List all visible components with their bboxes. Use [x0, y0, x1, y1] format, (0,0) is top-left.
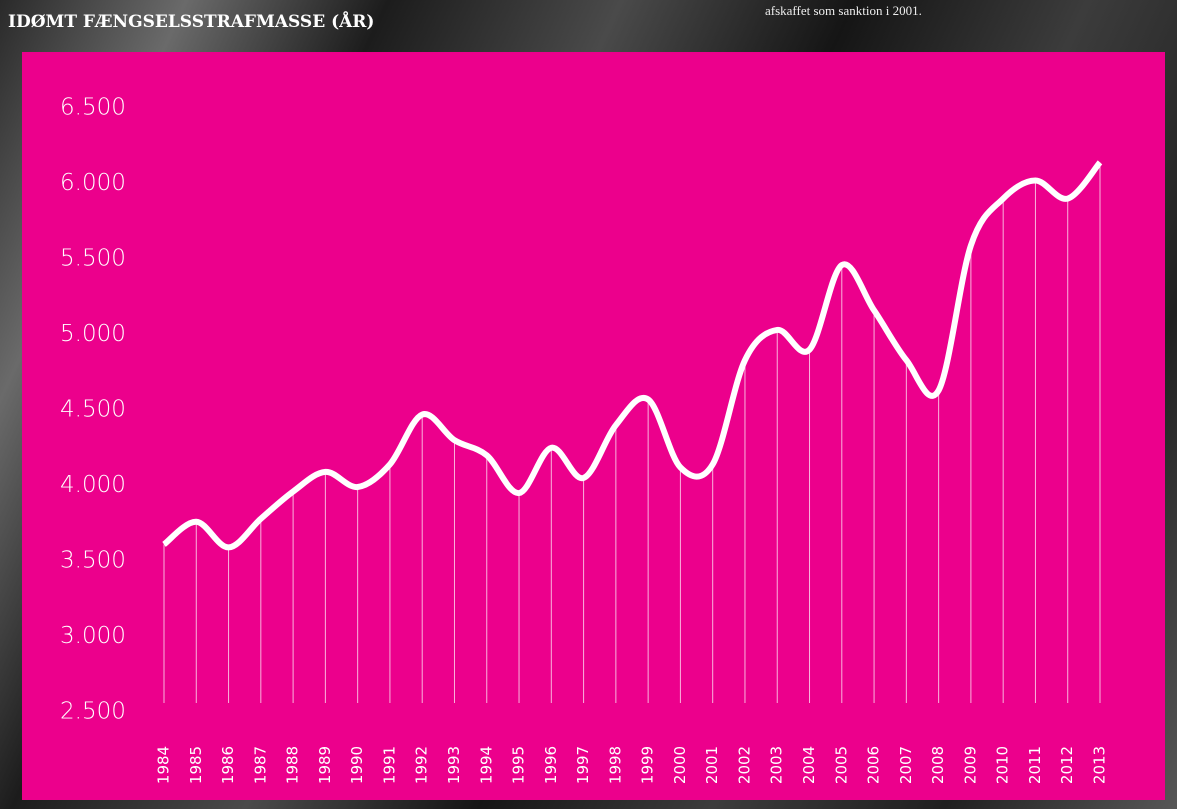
page: IDØMT FÆNGSELSSTRAFMASSE (ÅR) afskaffet …: [0, 0, 1177, 809]
x-tick-label: 1994: [477, 746, 495, 784]
x-tick-label: 1989: [316, 746, 334, 784]
x-tick-label: 1996: [542, 746, 560, 784]
chart: IDØMT FÆNGSELSSTRAFMASSE (ÅR) afskaffet …: [0, 0, 1177, 809]
x-tick-label: 2013: [1091, 746, 1109, 784]
x-tick-label: 2011: [1026, 746, 1044, 784]
x-tick-label: 2006: [865, 746, 883, 784]
x-tick-label: 2004: [800, 746, 818, 784]
y-tick-label: 3.500: [60, 548, 126, 574]
x-tick-label: 1992: [413, 746, 431, 784]
x-tick-label: 2005: [832, 746, 850, 784]
x-tick-label: 1993: [445, 746, 463, 784]
x-tick-label: 2000: [671, 746, 689, 784]
y-tick-label: 5.500: [60, 246, 126, 272]
y-tick-label: 4.500: [60, 397, 126, 423]
y-tick-label: 6.500: [60, 95, 126, 121]
y-tick-label: 5.000: [60, 321, 126, 347]
x-tick-label: 2007: [897, 746, 915, 784]
x-tick-label: 2009: [961, 746, 979, 784]
annotation: afskaffet som sanktion i 2001.: [765, 3, 922, 18]
x-tick-label: 2001: [703, 746, 721, 784]
x-tick-label: 1991: [380, 746, 398, 784]
x-tick-label: 2010: [994, 746, 1012, 784]
x-tick-label: 2012: [1058, 746, 1076, 784]
x-tick-label: 1997: [574, 746, 592, 784]
x-tick-label: 1988: [284, 746, 302, 784]
x-tick-label: 1986: [219, 746, 237, 784]
x-tick-label: 1990: [348, 746, 366, 784]
x-tick-label: 1984: [155, 746, 173, 784]
x-tick-label: 1999: [639, 746, 657, 784]
x-tick-label: 1998: [606, 746, 624, 784]
y-tick-label: 4.000: [60, 472, 126, 498]
x-tick-label: 2008: [929, 746, 947, 784]
x-tick-label: 2002: [735, 746, 753, 784]
y-tick-label: 3.000: [60, 623, 126, 649]
plot-panel: [22, 52, 1165, 800]
x-tick-label: 2003: [768, 746, 786, 784]
y-tick-label: 2.500: [60, 699, 126, 725]
x-tick-label: 1995: [510, 746, 528, 784]
y-tick-label: 6.000: [60, 170, 126, 196]
x-tick-label: 1987: [251, 746, 269, 784]
x-tick-label: 1985: [187, 746, 205, 784]
chart-title: IDØMT FÆNGSELSSTRAFMASSE (ÅR): [8, 10, 374, 32]
